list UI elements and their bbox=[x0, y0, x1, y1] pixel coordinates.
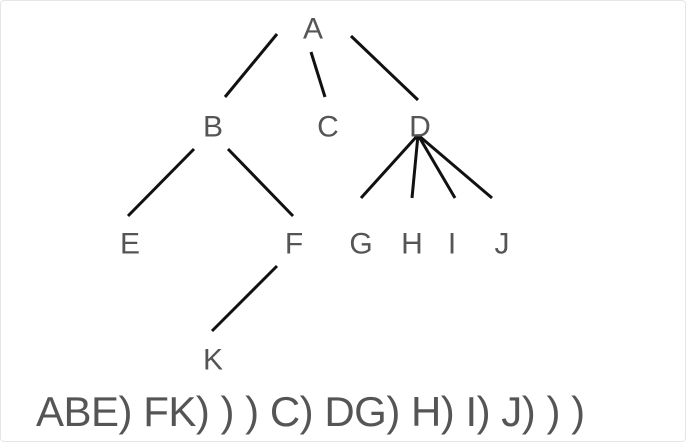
edge-a-d bbox=[349, 34, 420, 102]
node-f: F bbox=[285, 228, 303, 261]
edge-d-i bbox=[416, 134, 457, 199]
node-j: J bbox=[495, 228, 510, 261]
edge-d-j bbox=[417, 133, 493, 200]
node-g: G bbox=[349, 228, 372, 261]
node-h: H bbox=[401, 228, 423, 261]
node-b: B bbox=[203, 111, 223, 144]
node-e: E bbox=[120, 228, 140, 261]
edge-b-e bbox=[126, 147, 196, 218]
tree-edges bbox=[126, 33, 493, 333]
edge-a-c bbox=[309, 51, 327, 98]
node-d: D bbox=[409, 111, 431, 144]
node-i: I bbox=[448, 228, 456, 261]
tree-node-labels: A B C D E F G H I J K bbox=[120, 13, 510, 377]
node-a: A bbox=[303, 13, 323, 46]
edge-d-h bbox=[410, 134, 420, 199]
node-k: K bbox=[203, 344, 223, 377]
sequence-notation: ABE) FK) ) ) C) DG) H) I) J) ) ) bbox=[36, 388, 585, 435]
edge-a-b bbox=[223, 33, 279, 98]
edge-d-g bbox=[359, 133, 420, 200]
edge-f-k bbox=[210, 264, 279, 333]
node-c: C bbox=[317, 111, 339, 144]
edge-b-f bbox=[226, 147, 295, 218]
